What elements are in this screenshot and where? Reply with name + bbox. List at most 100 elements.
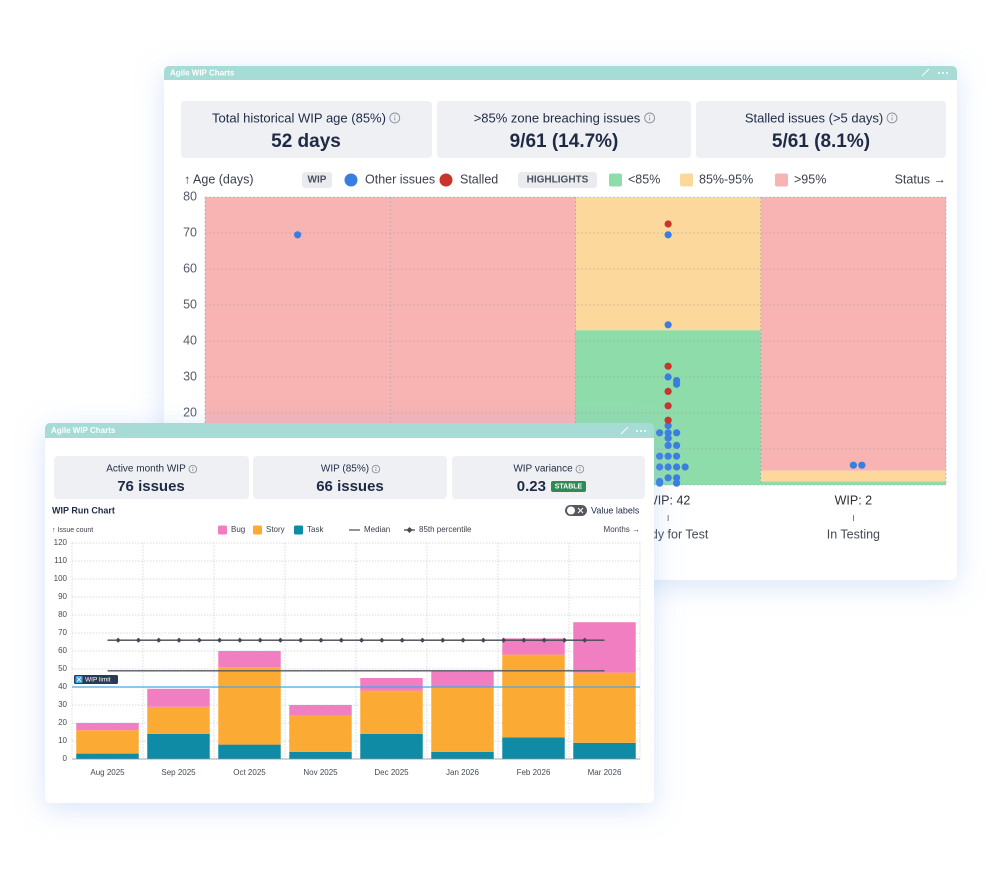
- window-controls[interactable]: [921, 68, 948, 77]
- issue-point: [849, 461, 857, 469]
- bar-segment: [289, 715, 352, 752]
- stat-card: [437, 101, 691, 158]
- wip-limit-icon: [76, 677, 82, 682]
- bar-segment: [502, 737, 565, 759]
- legend-swatch: [680, 173, 693, 187]
- info-icon: [891, 115, 893, 117]
- issue-point: [656, 463, 664, 471]
- issue-point: [673, 452, 681, 460]
- x-tick-label: Sep 2025: [161, 768, 196, 777]
- legend-marker: [344, 173, 358, 187]
- wip-label: WIP: 42: [646, 493, 691, 507]
- status-badge: [551, 481, 586, 492]
- issue-point: [656, 479, 664, 487]
- reference-marker: [500, 637, 507, 643]
- issue-point: [664, 474, 672, 482]
- stat-label: Total historical WIP age (85%): [212, 110, 386, 125]
- x-axis-label: Status →: [895, 172, 946, 186]
- issue-point: [673, 380, 681, 388]
- y-tick-label: 40: [58, 682, 67, 691]
- info-icon: [192, 466, 194, 469]
- bar-segment: [502, 654, 565, 738]
- issue-point: [656, 452, 664, 460]
- stat-card: [452, 456, 645, 499]
- stat-value: 52 days: [271, 131, 341, 152]
- panel-header: [164, 74, 957, 80]
- legend-label: Stalled: [460, 172, 498, 186]
- bar-segment: [360, 678, 423, 691]
- value-labels-toggle[interactable]: [565, 505, 587, 516]
- window-controls[interactable]: [620, 426, 646, 435]
- issue-point: [664, 416, 672, 424]
- reference-marker: [257, 637, 263, 643]
- legend-swatch: [218, 525, 227, 535]
- reference-marker: [358, 637, 365, 643]
- bar-segment: [147, 733, 210, 759]
- reference-marker: [135, 637, 142, 643]
- y-tick-label: 20: [183, 405, 197, 419]
- reference-marker: [115, 637, 121, 643]
- reference-marker: [480, 637, 486, 643]
- issue-point: [673, 429, 681, 437]
- reference-marker: [277, 637, 284, 643]
- reference-marker: [419, 637, 426, 643]
- issue-point: [664, 452, 672, 460]
- stat-card: [696, 101, 946, 158]
- y-tick-label: 80: [183, 189, 197, 203]
- y-tick-label: 0: [63, 754, 68, 763]
- legend-swatch: [609, 173, 622, 187]
- y-tick-label: 50: [58, 664, 67, 673]
- y-tick-label: 30: [183, 369, 197, 383]
- legend-chip: [518, 172, 597, 188]
- y-tick-label: 10: [58, 736, 67, 745]
- reference-marker: [582, 637, 588, 643]
- wip-label: WIP: 2: [835, 493, 873, 507]
- info-icon: [579, 466, 581, 469]
- y-tick-label: 120: [54, 538, 68, 547]
- issue-point: [664, 402, 672, 410]
- y-tick-label: 60: [58, 646, 67, 655]
- bar-segment: [502, 638, 565, 655]
- reference-marker: [237, 637, 243, 643]
- info-icon: [886, 112, 898, 124]
- x-tick-label: Nov 2025: [303, 768, 338, 777]
- panel-header: [45, 431, 654, 438]
- issue-point: [664, 463, 672, 471]
- issue-point: [664, 373, 672, 381]
- y-tick-label: 40: [183, 333, 197, 347]
- legend-label: Median: [364, 525, 390, 534]
- issue-point: [858, 461, 866, 469]
- reference-marker: [176, 637, 182, 643]
- y-tick-label: 100: [54, 574, 68, 583]
- x-tick-label: Aug 2025: [90, 768, 125, 777]
- bar-segment: [289, 751, 352, 759]
- panel-title: Agile WIP Charts: [51, 426, 116, 435]
- bar-segment: [147, 706, 210, 734]
- stat-label: >85% zone breaching issues: [474, 110, 641, 125]
- y-tick-label: 60: [183, 261, 197, 275]
- y-tick-label: 70: [183, 225, 197, 239]
- x-tick-label: Mar 2026: [588, 768, 622, 777]
- stat-label: Stalled issues (>5 days): [745, 110, 883, 125]
- legend-swatch: [294, 525, 303, 535]
- y-tick-label: 80: [58, 610, 67, 619]
- stat-card: [253, 456, 447, 499]
- y-tick-label: 30: [58, 700, 67, 709]
- issue-point: [673, 463, 681, 471]
- y-tick-label: 20: [58, 718, 67, 727]
- issue-point: [664, 231, 672, 239]
- info-icon: [649, 115, 651, 117]
- bar-segment: [218, 744, 281, 759]
- stat-label: Active month WIP: [106, 464, 186, 475]
- legend-label: Bug: [231, 525, 245, 534]
- info-icon: [575, 464, 585, 474]
- stat-value: 9/61 (14.7%): [510, 131, 619, 152]
- bar-segment: [76, 753, 139, 759]
- y-tick-label: 110: [54, 556, 67, 565]
- panel-title: Agile WIP Charts: [170, 69, 235, 78]
- reference-marker: [318, 637, 324, 643]
- stat-card: [54, 456, 249, 499]
- toggle-label: Value labels: [591, 505, 640, 515]
- bar-segment: [431, 687, 494, 752]
- stat-label: WIP variance: [513, 464, 573, 475]
